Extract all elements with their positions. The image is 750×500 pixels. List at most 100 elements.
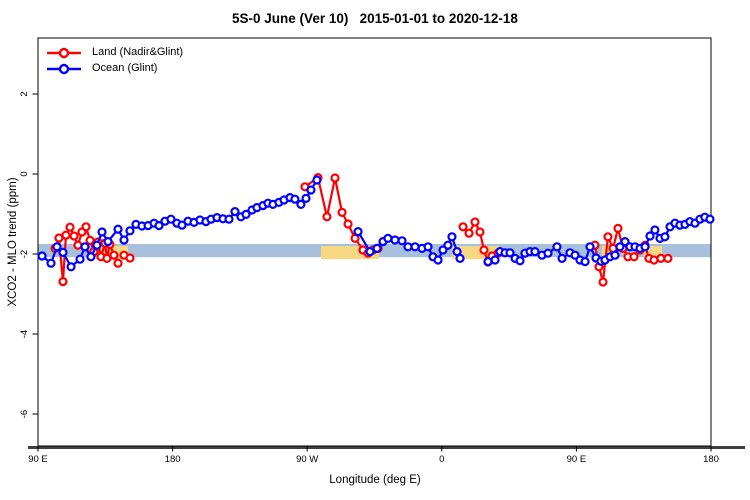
data-point-marker (530, 247, 540, 257)
data-point-marker (620, 237, 630, 247)
legend-item-ocean: Ocean (Glint) (46, 61, 183, 76)
data-point-marker (397, 236, 407, 246)
data-point-marker (109, 250, 119, 260)
data-point-marker (365, 247, 375, 257)
chart-title: 5S-0 June (Ver 10) 2015-01-01 to 2020-12… (232, 11, 518, 26)
data-point-marker (585, 242, 595, 252)
data-point-marker (330, 173, 340, 183)
data-point-marker (479, 245, 489, 255)
data-point-marker (372, 243, 382, 253)
data-point-marker (52, 242, 62, 252)
data-point-marker (86, 252, 96, 262)
x-tick-label: 90 W (296, 454, 318, 465)
x-tick-label: 90 E (28, 454, 48, 465)
data-point-marker (383, 233, 393, 243)
data-point-marker (543, 248, 553, 258)
data-point-marker (102, 253, 112, 263)
data-point-marker (290, 194, 300, 204)
data-point-marker (603, 232, 613, 242)
data-point-marker (505, 248, 515, 258)
x-tick-label: 90 E (567, 454, 587, 465)
data-point-marker (663, 253, 673, 263)
x-tick-label: 180 (703, 454, 719, 465)
data-point-marker (97, 227, 107, 237)
data-point-marker (125, 253, 135, 263)
data-point-marker (640, 242, 650, 252)
plot-border (37, 37, 712, 447)
data-point-marker (337, 207, 347, 217)
legend-label-land: Land (Nadir&Glint) (92, 46, 184, 58)
data-point-marker (515, 256, 525, 266)
data-point-marker (113, 224, 123, 234)
data-point-marker (85, 235, 95, 245)
data-point-marker (447, 232, 457, 242)
data-point-marker (69, 231, 79, 241)
data-point-marker (113, 258, 123, 268)
data-point-marker (46, 258, 56, 268)
data-point-marker (103, 237, 113, 247)
data-point-marker (81, 222, 91, 232)
data-point-marker (580, 257, 590, 267)
data-point-marker (65, 222, 75, 232)
x-tick-label: 180 (165, 454, 181, 465)
data-point-marker (61, 230, 71, 240)
ocean-line-marker-icon (47, 63, 81, 74)
data-point-marker (464, 228, 474, 238)
data-point-marker (615, 242, 625, 252)
data-point-marker (306, 185, 316, 195)
data-point-marker (301, 193, 311, 203)
y-axis-label: XCO2 - MLO trend (ppm) (7, 177, 19, 307)
data-point-marker (613, 223, 623, 233)
data-point-marker (58, 247, 68, 257)
data-point-marker (645, 231, 655, 241)
x-tick-label: 0 (439, 454, 444, 465)
y-tick-label: -6 (19, 410, 30, 418)
data-point-marker (390, 235, 400, 245)
data-point-marker (483, 257, 493, 267)
data-point-marker (410, 242, 420, 252)
data-point-marker (455, 253, 465, 263)
land-line-marker-icon (47, 47, 81, 58)
data-point-marker (705, 214, 715, 224)
data-point-marker (166, 214, 176, 224)
data-point-marker (629, 252, 639, 262)
data-point-marker (230, 207, 240, 217)
data-point-marker (322, 212, 332, 222)
data-point-marker (125, 226, 135, 236)
data-point-marker (37, 251, 47, 261)
data-point-marker (650, 225, 660, 235)
data-point-marker (552, 242, 562, 252)
series-ocean-glint- (37, 175, 715, 272)
data-point-marker (557, 253, 567, 263)
data-point-marker (610, 250, 620, 260)
data-point-marker (58, 277, 68, 287)
data-point-marker (470, 217, 480, 227)
data-point-marker (458, 222, 468, 232)
data-point-marker (92, 240, 102, 250)
data-point-marker (154, 221, 164, 231)
data-point-marker (119, 235, 129, 245)
data-point-marker (475, 227, 485, 237)
x-axis-label: Longitude (deg E) (329, 474, 421, 486)
y-tick-label: -2 (19, 250, 30, 258)
data-point-marker (343, 219, 353, 229)
data-point-marker (660, 232, 670, 242)
data-point-marker (353, 227, 363, 237)
data-point-marker (490, 255, 500, 265)
data-point-marker (224, 214, 234, 224)
data-point-marker (598, 277, 608, 287)
data-point-marker (177, 220, 187, 230)
data-point-marker (80, 242, 90, 252)
data-point-marker (433, 255, 443, 265)
y-tick-label: 2 (19, 91, 30, 96)
y-tick-label: 0 (19, 171, 30, 176)
data-point-marker (241, 209, 251, 219)
legend-item-land: Land (Nadir&Glint) (46, 45, 183, 60)
data-point-marker (312, 175, 322, 185)
data-point-marker (423, 242, 433, 252)
legend: Land (Nadir&Glint) Ocean (Glint) (46, 45, 183, 76)
data-point-marker (296, 199, 306, 209)
data-point-marker (443, 240, 453, 250)
